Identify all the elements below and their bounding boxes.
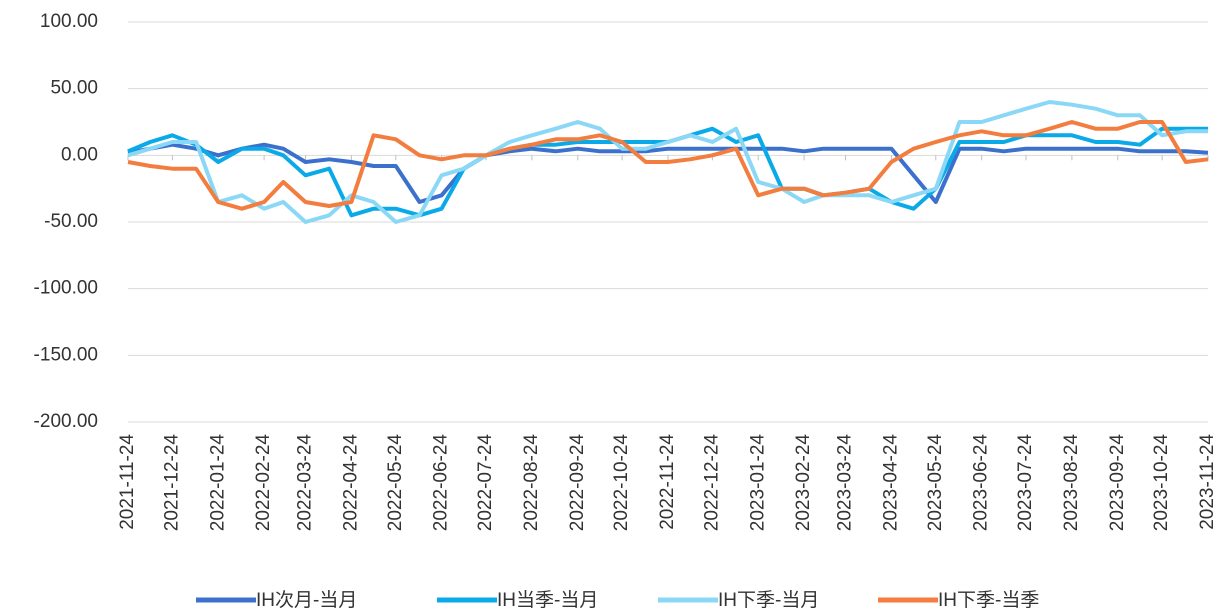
series-line [127, 100, 1208, 224]
x-tick-label: 2023-03-24 [835, 434, 856, 532]
x-tick-label: 2023-01-24 [747, 434, 768, 532]
y-tick-label: 100.00 [40, 11, 98, 32]
x-tick-label: 2023-09-24 [1107, 434, 1128, 532]
x-tick-label: 2023-06-24 [971, 434, 992, 532]
x-tick-label: 2022-02-24 [253, 434, 274, 532]
y-tick-label: 0.00 [61, 144, 98, 165]
legend-label: IH下季-当月 [718, 589, 819, 611]
series-line [127, 142, 1209, 204]
x-tick-label: 2023-08-24 [1061, 434, 1082, 532]
y-tick-label: -200.00 [34, 411, 98, 432]
x-tick-label: 2023-07-24 [1015, 434, 1036, 532]
y-tick-label: -150.00 [34, 344, 98, 365]
y-tick-label: -50.00 [44, 211, 98, 232]
x-tick-label: 2021-12-24 [161, 434, 182, 532]
x-tick-label: 2022-01-24 [207, 434, 228, 532]
x-tick-label: 2023-10-24 [1151, 434, 1172, 532]
x-tick-label: 2022-09-24 [567, 434, 588, 532]
x-tick-label: 2022-12-24 [701, 434, 722, 532]
x-tick-label: 2023-11-24 [1197, 434, 1218, 530]
x-tick-label: 2022-05-24 [385, 434, 406, 532]
x-tick-label: 2022-07-24 [475, 434, 496, 532]
legend-label: IH次月-当月 [256, 589, 357, 611]
x-tick-label: 2021-11-24 [117, 434, 138, 530]
series-line [127, 120, 1209, 211]
x-tick-label: 2022-03-24 [295, 434, 316, 532]
x-tick-label: 2023-04-24 [880, 434, 901, 532]
x-tick-label: 2022-08-24 [521, 434, 542, 532]
x-tick-label: 2022-11-24 [657, 434, 678, 530]
x-tick-label: 2023-02-24 [793, 434, 814, 532]
y-tick-label: 50.00 [50, 78, 98, 99]
legend-label: IH当季-当月 [497, 589, 598, 611]
x-tick-label: 2023-05-24 [925, 434, 946, 532]
x-tick-label: 2022-10-24 [611, 434, 632, 532]
legend-label: IH下季-当季 [938, 589, 1039, 611]
x-tick-label: 2022-06-24 [431, 434, 452, 532]
y-tick-label: -100.00 [34, 278, 98, 299]
x-tick-label: 2022-04-24 [340, 434, 361, 532]
